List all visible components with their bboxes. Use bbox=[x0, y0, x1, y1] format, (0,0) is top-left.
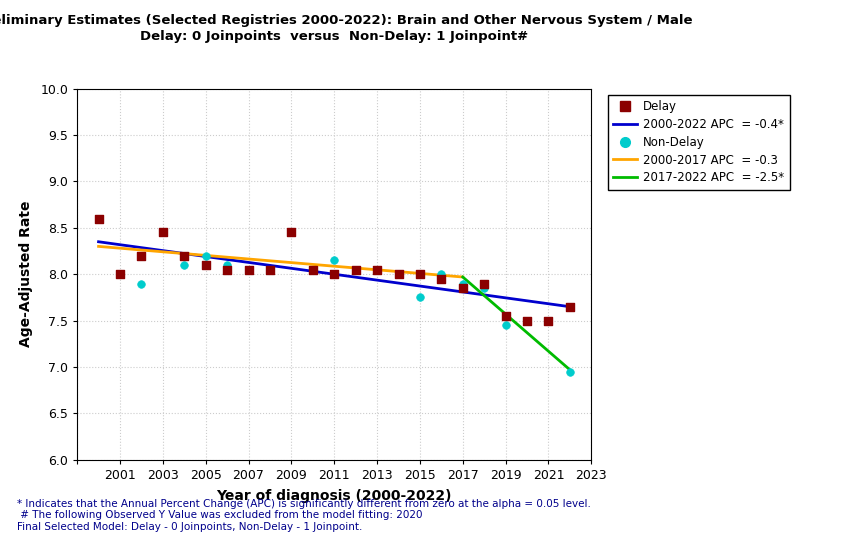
Point bbox=[563, 367, 577, 376]
X-axis label: Year of diagnosis (2000-2022): Year of diagnosis (2000-2022) bbox=[217, 489, 452, 503]
Point bbox=[370, 265, 384, 274]
Point bbox=[392, 270, 405, 279]
Point bbox=[542, 316, 555, 325]
Point bbox=[477, 279, 491, 288]
Point bbox=[135, 252, 148, 260]
Point bbox=[92, 214, 105, 223]
Point bbox=[327, 270, 341, 279]
Point bbox=[327, 256, 341, 265]
Point bbox=[263, 265, 277, 274]
Point bbox=[113, 270, 127, 279]
Y-axis label: Age-Adjusted Rate: Age-Adjusted Rate bbox=[20, 201, 33, 347]
Point bbox=[563, 302, 577, 311]
Point bbox=[242, 265, 255, 274]
Point bbox=[156, 228, 170, 237]
Point bbox=[156, 228, 170, 237]
Point bbox=[92, 214, 105, 223]
Point bbox=[306, 265, 320, 274]
Point bbox=[285, 228, 298, 237]
Point bbox=[177, 252, 191, 260]
Point bbox=[113, 270, 127, 279]
Point bbox=[413, 293, 427, 302]
Point bbox=[199, 260, 213, 269]
Point bbox=[306, 265, 320, 274]
Point bbox=[456, 279, 470, 288]
Point bbox=[349, 265, 363, 274]
Point bbox=[477, 284, 491, 293]
Point bbox=[349, 265, 363, 274]
Point bbox=[413, 270, 427, 279]
Point bbox=[499, 321, 512, 330]
Point bbox=[199, 252, 213, 260]
Point bbox=[220, 260, 234, 269]
Point bbox=[520, 316, 534, 325]
Point bbox=[434, 270, 448, 279]
Point bbox=[263, 265, 277, 274]
Point bbox=[499, 311, 512, 320]
Point bbox=[542, 316, 555, 325]
Text: Preliminary Estimates (Selected Registries 2000-2022): Brain and Other Nervous S: Preliminary Estimates (Selected Registri… bbox=[0, 14, 692, 27]
Point bbox=[220, 265, 234, 274]
Point bbox=[392, 270, 405, 279]
Point bbox=[285, 228, 298, 237]
Legend: Delay, 2000-2022 APC  = -0.4*, Non-Delay, 2000-2017 APC  = -0.3, 2017-2022 APC  : Delay, 2000-2022 APC = -0.4*, Non-Delay,… bbox=[608, 95, 790, 190]
Text: * Indicates that the Annual Percent Change (APC) is significantly different from: * Indicates that the Annual Percent Chan… bbox=[17, 499, 591, 532]
Text: Delay: 0 Joinpoints  versus  Non-Delay: 1 Joinpoint#: Delay: 0 Joinpoints versus Non-Delay: 1 … bbox=[141, 30, 528, 43]
Point bbox=[434, 274, 448, 283]
Point bbox=[135, 279, 148, 288]
Point bbox=[177, 260, 191, 269]
Point bbox=[456, 284, 470, 293]
Point bbox=[370, 265, 384, 274]
Point bbox=[242, 265, 255, 274]
